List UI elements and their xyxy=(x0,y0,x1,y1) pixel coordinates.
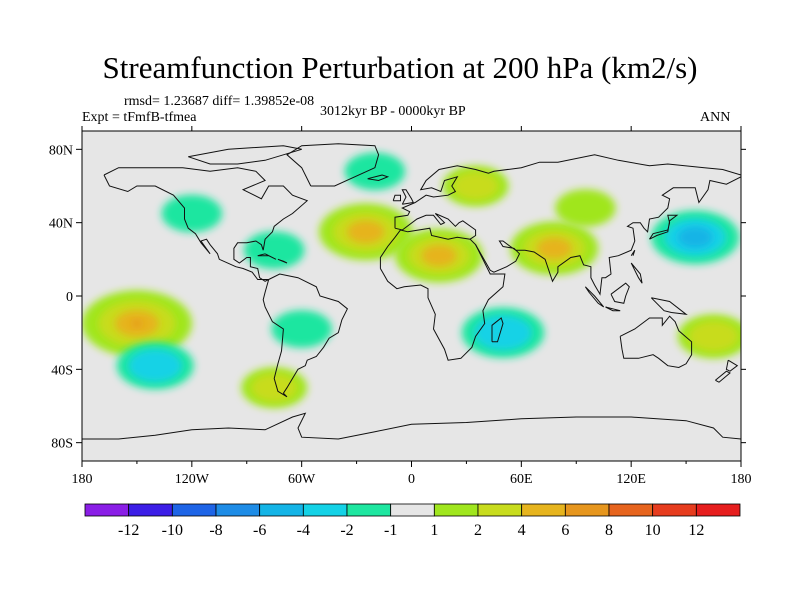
colorbar-swatch xyxy=(608,503,654,517)
colorbar-swatch xyxy=(652,503,697,517)
x-tick-label: 120E xyxy=(616,472,646,487)
colorbar-label: -2 xyxy=(340,522,353,539)
anomaly-blob-1 xyxy=(394,228,483,283)
coastline-2 xyxy=(379,227,506,361)
colorbar-label: -12 xyxy=(118,522,139,539)
coastline-17 xyxy=(725,359,739,372)
colorbar-swatch xyxy=(521,503,566,517)
colorbar-label: 10 xyxy=(645,522,661,539)
colorbar-swatch xyxy=(390,503,435,517)
experiment-label: Expt = tFmfB-tfmea xyxy=(82,110,197,125)
colorbar-label: -8 xyxy=(209,522,222,539)
colorbar-swatch xyxy=(477,503,523,517)
anomaly-blob-6 xyxy=(82,290,192,357)
coastline-11 xyxy=(649,214,679,240)
colorbar-swatch xyxy=(128,503,173,517)
colorbar-label: 12 xyxy=(688,522,704,539)
y-tick-label: 80N xyxy=(49,143,73,158)
colorbar-swatch xyxy=(171,503,217,517)
y-tick-label: 40S xyxy=(51,363,73,378)
coastline-0 xyxy=(103,167,309,282)
x-tick-label: 60W xyxy=(288,472,316,487)
colorbar-swatch xyxy=(84,503,130,517)
anomaly-blob-10 xyxy=(677,314,741,359)
coastline-8 xyxy=(392,194,401,202)
anomaly-blob-3 xyxy=(510,221,599,276)
stats-line: rmsd= 1.23687 diff= 1.39852e-08 xyxy=(124,94,315,109)
colorbar-label: 4 xyxy=(518,522,526,539)
coastline-18 xyxy=(715,370,731,383)
anomaly-blob-13 xyxy=(271,310,332,348)
anomaly-blob-8 xyxy=(241,367,308,409)
anomaly-blob-2 xyxy=(442,165,509,207)
colorbar-label: 1 xyxy=(430,522,438,539)
anomaly-blob-4 xyxy=(555,189,616,227)
x-tick-label: 0 xyxy=(408,472,415,487)
x-tick-label: 120W xyxy=(175,472,210,487)
colorbar-label: -1 xyxy=(384,522,397,539)
colorbar-swatch xyxy=(302,503,348,517)
coastline-16 xyxy=(650,297,688,316)
colorbar-swatch xyxy=(564,503,610,517)
coastline-14 xyxy=(605,306,621,312)
colorbar-swatch xyxy=(259,503,304,517)
colorbar-label: -4 xyxy=(297,522,310,539)
colorbar-swatch xyxy=(215,503,261,517)
anomaly-blob-7 xyxy=(116,342,194,390)
anomaly-blob-11 xyxy=(161,194,223,233)
anomaly-blob-12 xyxy=(243,231,305,269)
coastline-22 xyxy=(188,145,302,165)
y-tick-label: 40N xyxy=(49,217,73,232)
coastline-6 xyxy=(475,176,741,296)
chart-title: Streamfunction Perturbation at 200 hPa (… xyxy=(102,50,698,85)
coastline-20 xyxy=(257,253,277,260)
coastline-23 xyxy=(630,249,636,256)
colorbar-label: 6 xyxy=(561,522,569,539)
y-tick-label: 80S xyxy=(51,437,73,452)
coastline-4 xyxy=(394,154,741,229)
x-tick-label: 60E xyxy=(510,472,533,487)
anomaly-blob-5 xyxy=(651,210,740,265)
colorbar-swatch xyxy=(695,503,741,517)
y-tick-label: 0 xyxy=(66,290,73,305)
colorbar-label: -10 xyxy=(162,522,183,539)
season-label: ANN xyxy=(700,110,731,125)
coastline-5 xyxy=(394,213,477,240)
anomaly-blob-9 xyxy=(461,307,545,358)
coastline-21 xyxy=(277,258,288,264)
coastline-3 xyxy=(491,317,504,343)
coastline-15 xyxy=(610,282,630,304)
anomaly-blob-14 xyxy=(344,152,406,191)
x-tick-label: 180 xyxy=(72,472,93,487)
coastline-19 xyxy=(82,412,741,440)
colorbar-label: 8 xyxy=(605,522,613,539)
coastline-13 xyxy=(584,286,605,308)
coastline-12 xyxy=(619,315,693,369)
coastline-10 xyxy=(286,143,380,187)
coastline-7 xyxy=(401,189,415,205)
colorbar-swatch xyxy=(433,503,479,517)
coastline-1 xyxy=(262,273,349,398)
colorbar-label: 2 xyxy=(474,522,482,539)
x-tick-label: 180 xyxy=(731,472,752,487)
coastline-9 xyxy=(367,174,390,182)
colorbar-label: -6 xyxy=(253,522,266,539)
colorbar-swatch xyxy=(346,503,392,517)
coastline-24 xyxy=(630,262,643,284)
period-label: 3012kyr BP - 0000kyr BP xyxy=(320,104,466,119)
anomaly-blob-0 xyxy=(318,203,413,261)
map-background xyxy=(82,131,741,461)
